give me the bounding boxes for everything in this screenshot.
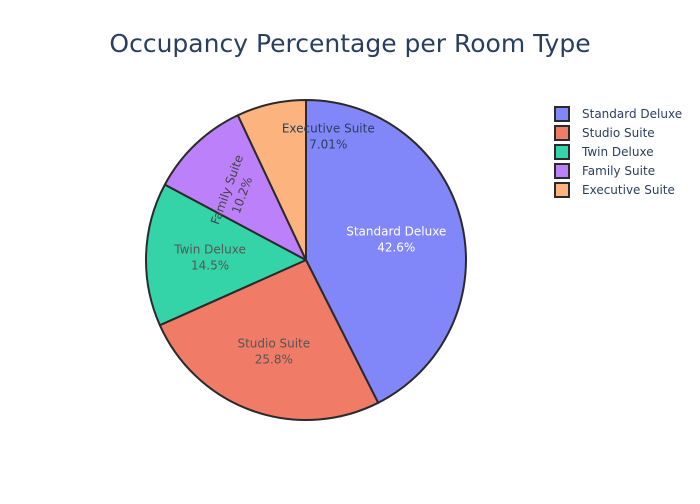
slice-label-value: 7.01% (309, 137, 347, 151)
legend-label-twin-deluxe[interactable]: Twin Deluxe (581, 145, 654, 159)
pie-slice-executive-suite[interactable] (236, 99, 307, 261)
legend-label-family-suite[interactable]: Family Suite (582, 164, 655, 178)
slice-label-name: Twin Deluxe (173, 243, 246, 257)
pie-slice-studio-suite[interactable] (158, 259, 380, 421)
legend-swatch-standard-deluxe[interactable] (554, 106, 570, 122)
pie-slice-standard-deluxe[interactable] (305, 99, 467, 404)
legend-label-executive-suite[interactable]: Executive Suite (582, 183, 675, 197)
slice-label-name: Standard Deluxe (346, 224, 446, 238)
slice-label-studio-suite: Studio Suite 25.8% (237, 336, 310, 366)
chart-title: Occupancy Percentage per Room Type (109, 29, 590, 58)
slice-label-standard-deluxe: Standard Deluxe 42.6% (346, 224, 446, 254)
slice-label-twin-deluxe: Twin Deluxe 14.5% (173, 243, 246, 273)
legend-swatch-executive-suite[interactable] (554, 182, 570, 198)
slice-label-value: 25.8% (255, 352, 293, 366)
pie-slice-twin-deluxe[interactable] (145, 183, 307, 327)
legend-swatch-twin-deluxe[interactable] (554, 144, 570, 160)
pie-slices (145, 99, 467, 421)
legend-swatch-family-suite[interactable] (554, 163, 570, 179)
legend-label-studio-suite[interactable]: Studio Suite (582, 126, 655, 140)
legend-swatch-studio-suite[interactable] (554, 125, 570, 141)
slice-label-name: Studio Suite (237, 336, 310, 350)
slice-label-name: Executive Suite (282, 121, 375, 135)
slice-label-value: 42.6% (377, 240, 415, 254)
pie-slice-family-suite[interactable] (163, 114, 307, 261)
slice-label-value: 14.5% (191, 259, 229, 273)
legend-label-standard-deluxe[interactable]: Standard Deluxe (582, 107, 682, 121)
legend: Standard Deluxe Studio Suite Twin Deluxe Fa… (554, 106, 682, 198)
slice-label-executive-suite: Executive Suite 7.01% (282, 121, 375, 151)
